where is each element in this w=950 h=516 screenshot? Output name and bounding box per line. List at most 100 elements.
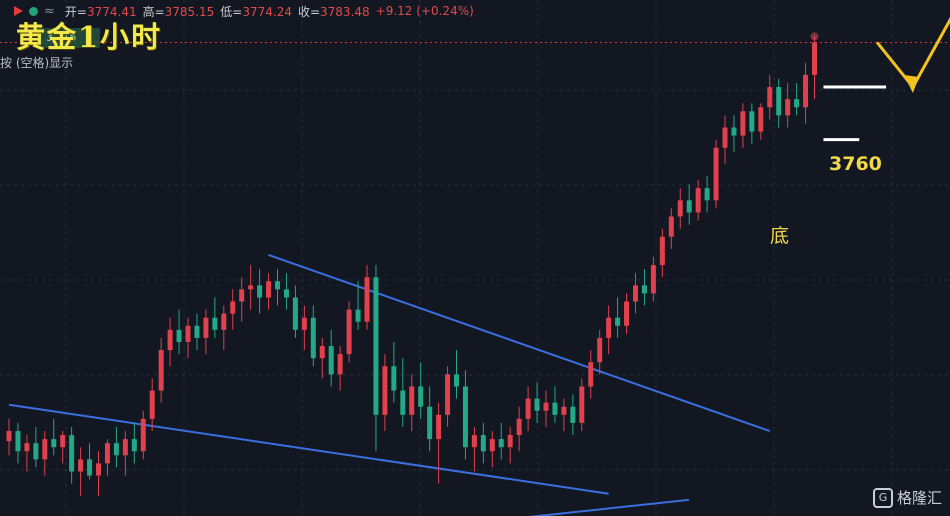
candle-body: [695, 188, 701, 213]
candle-body: [87, 459, 93, 476]
candle: [355, 281, 361, 330]
candle-body: [194, 325, 200, 338]
candle: [436, 402, 442, 484]
candle: [257, 269, 263, 314]
candle: [695, 180, 701, 221]
candle-body: [96, 463, 101, 476]
candle-body: [812, 42, 817, 75]
candle: [51, 418, 57, 456]
price-chip-value: 3..48: [46, 30, 77, 44]
candle-body: [158, 350, 164, 391]
candle-body: [776, 87, 782, 116]
flag-icon[interactable]: [14, 6, 23, 16]
candle: [60, 431, 66, 464]
candle: [615, 297, 621, 338]
candle: [185, 317, 191, 359]
trendline: [8, 403, 609, 495]
candle: [704, 176, 710, 213]
candle-body: [713, 147, 719, 201]
candle-body: [445, 374, 451, 415]
candle-body: [561, 406, 567, 415]
ohlc-change: +9.12 (+0.24%): [375, 4, 474, 18]
chart-title: 黄金1小时: [16, 20, 163, 54]
candle: [588, 350, 594, 399]
candle: [498, 422, 504, 460]
candle: [158, 337, 164, 403]
candle-body: [6, 431, 12, 442]
candle-body: [803, 74, 809, 108]
levels: [823, 85, 887, 142]
candle: [776, 78, 782, 128]
candle-body: [131, 439, 137, 452]
candle: [266, 273, 272, 310]
candle: [794, 82, 800, 116]
candle: [140, 410, 146, 460]
candle: [650, 256, 656, 302]
candle-body: [140, 418, 146, 452]
candle-body: [740, 111, 746, 136]
candle-body: [51, 439, 57, 448]
candle-body: [373, 277, 379, 415]
candle-body: [328, 346, 334, 375]
ohlc-close: 收=3783.48: [297, 4, 370, 19]
candle: [391, 341, 397, 403]
toolbar: ≈ 开=3774.41 高=3785.15 低=3774.24 收=3783.4…: [0, 0, 480, 22]
candle-body: [266, 281, 272, 298]
candle: [758, 103, 764, 140]
candle-body: [480, 435, 486, 452]
candle: [203, 309, 209, 355]
candle-body: [579, 386, 585, 423]
dot-icon[interactable]: [29, 6, 38, 16]
candle: [292, 285, 298, 338]
candle-body: [33, 443, 39, 460]
candle-body: [283, 289, 289, 298]
projection-arrow: [875, 16, 950, 94]
candles: [6, 32, 819, 496]
candle-body: [615, 317, 621, 326]
candle: [15, 422, 21, 464]
candle: [525, 386, 531, 432]
candle-body: [292, 297, 298, 330]
candle-body: [176, 329, 182, 342]
candle: [319, 337, 325, 379]
candle: [445, 366, 451, 427]
candle-body: [104, 443, 110, 464]
candle: [579, 378, 585, 432]
candle: [382, 354, 388, 432]
candle-body: [525, 398, 531, 419]
candle-body: [731, 127, 737, 136]
candle-body: [15, 431, 21, 452]
wave-icon[interactable]: ≈: [44, 3, 55, 19]
candle: [69, 426, 75, 484]
candle: [731, 115, 737, 152]
candle: [122, 431, 128, 476]
candle-body: [668, 216, 674, 237]
hint-text: 按 (空格)显示: [0, 56, 74, 70]
ohlc-open: 开=3774.41: [64, 4, 137, 19]
candle-body: [185, 325, 191, 342]
logo-icon: G: [872, 487, 893, 508]
candle-body: [785, 99, 791, 116]
candle: [427, 386, 433, 452]
candle: [239, 277, 245, 322]
candle-body: [758, 107, 764, 132]
candle-body: [722, 127, 728, 148]
candle: [516, 406, 522, 452]
candle: [659, 228, 665, 278]
candle-body: [677, 200, 683, 217]
candle: [641, 269, 647, 306]
candle-body: [60, 435, 66, 448]
candle: [454, 350, 459, 399]
candle: [722, 115, 728, 164]
candle-body: [543, 402, 549, 411]
candle-body: [221, 313, 227, 330]
candle-body: [597, 337, 603, 363]
candle-body: [534, 398, 540, 411]
candle-body: [454, 374, 459, 387]
candle: [552, 386, 558, 423]
candle-body: [462, 386, 468, 448]
candle-body: [624, 301, 630, 326]
candle: [104, 439, 110, 476]
candle-body: [355, 309, 361, 322]
candle: [767, 74, 773, 120]
